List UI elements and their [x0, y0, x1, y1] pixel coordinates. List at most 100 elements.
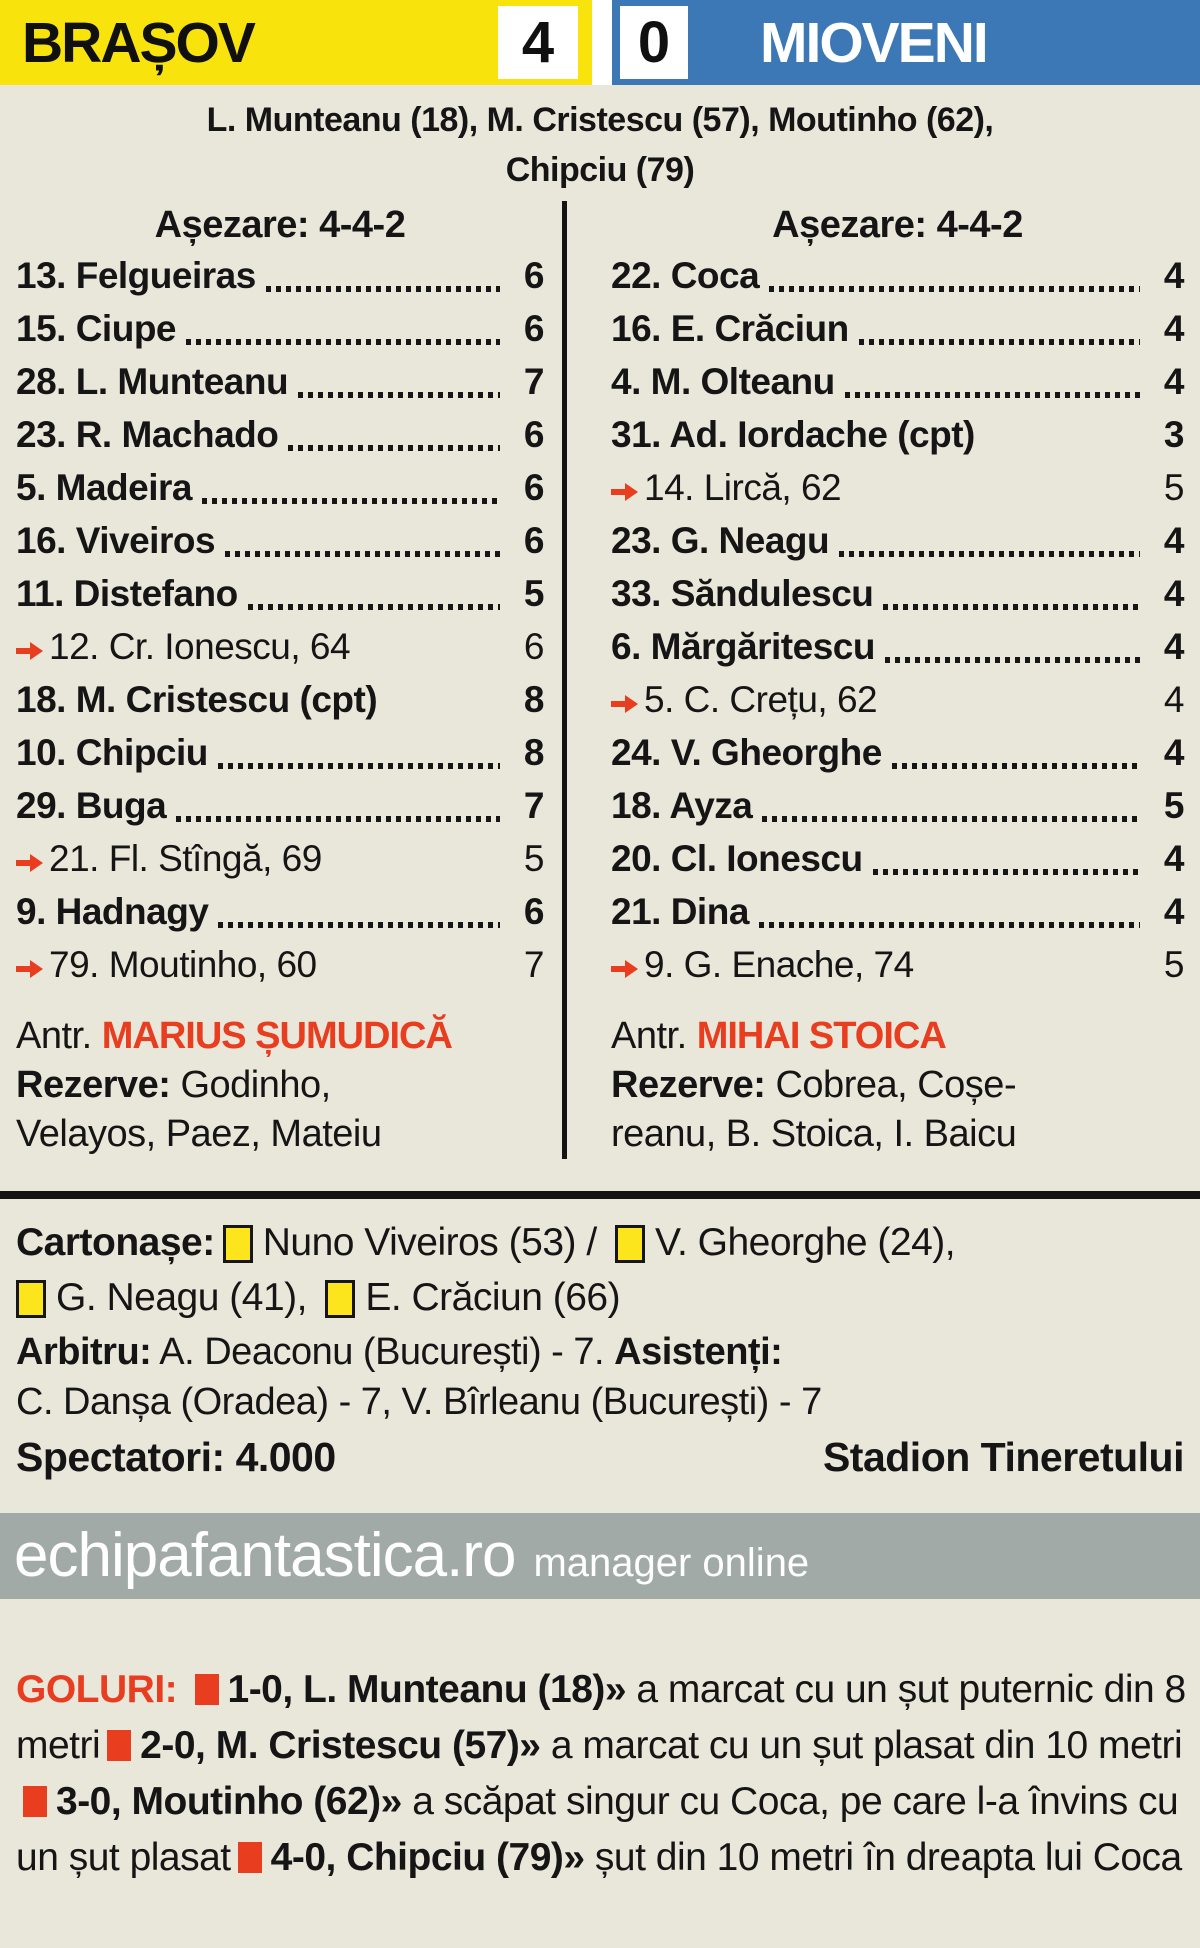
- substitution-arrow-icon: [611, 960, 638, 978]
- player-name: 10. Chipciu: [16, 732, 208, 773]
- reserves-line1: Cobrea, Coșe-: [775, 1064, 1017, 1106]
- substitution-arrow-icon: [16, 854, 43, 872]
- dotted-leader: [985, 445, 1140, 451]
- reserves-line2: Velayos, Paez, Mateiu: [16, 1113, 382, 1155]
- player-rating: 8: [523, 732, 545, 773]
- spectators-label: Spectatori:: [16, 1434, 225, 1480]
- section-divider-rule: [0, 1191, 1200, 1199]
- referee-name: A. Deaconu (București) - 7.: [159, 1331, 605, 1373]
- dotted-leader: [218, 922, 500, 928]
- player-rating: 4: [1163, 255, 1185, 296]
- player-row: 23. R. Machado 6: [16, 408, 545, 461]
- player-name: 16. E. Crăciun: [611, 308, 849, 349]
- player-rating: 7: [523, 785, 545, 826]
- goal-desc: a scăpat singur cu Coca, pe care l-a înv…: [16, 1780, 1179, 1879]
- goal-scorers-line2: Chipciu (79): [505, 151, 695, 189]
- goal-title: 4-0, Chipciu (79)»: [270, 1836, 585, 1879]
- coach-name: MARIUS ȘUMUDICĂ: [101, 1015, 453, 1057]
- away-reserves: Rezerve: Cobrea, Coșe-reanu, B. Stoica, …: [611, 1061, 1184, 1159]
- player-row: 24. V. Gheorghe 4: [611, 726, 1185, 779]
- player-name: 9. Hadnagy: [16, 891, 209, 932]
- reserves-label: Rezerve:: [16, 1064, 171, 1106]
- player-rating: 6: [523, 626, 545, 667]
- player-rating: 4: [1163, 626, 1185, 667]
- carded-player: V. Gheorghe (24),: [655, 1221, 956, 1264]
- spectators-count: 4.000: [235, 1434, 337, 1480]
- substitution-arrow-icon: [611, 695, 638, 713]
- dotted-leader: [844, 392, 1140, 398]
- player-name: 9. G. Enache, 74: [644, 944, 914, 985]
- promo-tagline: manager online: [533, 1541, 810, 1585]
- player-row: 20. Cl. Ionescu 4: [611, 832, 1185, 885]
- reserves-line1: Godinho,: [180, 1064, 331, 1106]
- lineups: Așezare: 4-4-2 13. Felgueiras 6 15. Ciupe…: [0, 195, 1200, 1179]
- dotted-leader: [883, 604, 1140, 610]
- card-separator: [307, 1276, 317, 1319]
- scoreboard-divider: [592, 0, 612, 85]
- player-name: 24. V. Gheorghe: [611, 732, 882, 773]
- player-rating: 7: [523, 361, 545, 402]
- goal-bullet-icon: [107, 1730, 132, 1761]
- goal-desc: a marcat cu un șut puternic din 8 metri: [16, 1668, 1186, 1767]
- substitute-row: 5. C. Crețu, 62 4: [611, 673, 1185, 726]
- dotted-leader: [217, 763, 500, 769]
- goal-scorers: L. Munteanu (18), M. Cristescu (57), Mou…: [0, 85, 1200, 195]
- home-reserves: Rezerve: Godinho, Velayos, Paez, Mateiu: [16, 1061, 544, 1159]
- player-row: 28. L. Munteanu 7: [16, 355, 545, 408]
- substitute-row: 9. G. Enache, 74 5: [611, 938, 1185, 991]
- away-coach: Antr. MIHAI STOICA: [611, 1011, 1184, 1061]
- player-name: 15. Ciupe: [16, 308, 177, 349]
- carded-player: E. Crăciun (66): [365, 1276, 621, 1319]
- player-name: 31. Ad. Iordache (cpt): [611, 414, 975, 455]
- stadium-name: Stadion Tineretului: [822, 1434, 1185, 1480]
- cards-section: Cartonașe: Nuno Viveiros (53) / V. Gheorg…: [0, 1199, 1200, 1325]
- player-row: 33. Săndulescu 4: [611, 567, 1185, 620]
- dotted-leader: [186, 339, 500, 345]
- player-name: 23. R. Machado: [16, 414, 279, 455]
- player-name: 12. Cr. Ionescu, 64: [49, 626, 351, 667]
- player-rating: 4: [1163, 732, 1185, 773]
- player-rating: 6: [523, 467, 545, 508]
- player-name: 13. Felgueiras: [16, 255, 256, 296]
- player-name: 23. G. Neagu: [611, 520, 830, 561]
- yellow-card-icon: [16, 1280, 46, 1318]
- player-rating: 7: [523, 944, 545, 985]
- player-row: 10. Chipciu 8: [16, 726, 545, 779]
- goal-bullet-icon: [23, 1786, 47, 1817]
- referee-label: Arbitru:: [16, 1331, 152, 1373]
- spectators: Spectatori: 4.000: [16, 1431, 336, 1483]
- player-row: 18. M. Cristescu (cpt) 8: [16, 673, 545, 726]
- goal-title: 3-0, Moutinho (62)»: [56, 1780, 402, 1823]
- player-row: 5. Madeira 6: [16, 461, 545, 514]
- player-row: 21. Dina 4: [611, 885, 1185, 938]
- player-name: 14. Lircă, 62: [644, 467, 842, 508]
- away-team-name: MIOVENI: [760, 10, 989, 75]
- player-rating: 6: [523, 308, 545, 349]
- dotted-leader: [839, 551, 1140, 557]
- yellow-card-icon: [222, 1225, 253, 1263]
- player-rating: 4: [1163, 891, 1185, 932]
- player-name: 28. L. Munteanu: [16, 361, 289, 402]
- player-rating: 5: [523, 838, 545, 879]
- home-lineup-column: Așezare: 4-4-2 13. Felgueiras 6 15. Ciupe…: [16, 201, 567, 1159]
- coach-label: Antr.: [611, 1015, 687, 1057]
- dotted-leader: [872, 869, 1140, 875]
- carded-player: Nuno Viveiros (53): [262, 1221, 577, 1264]
- goals-description: GOLURI: 1-0, L. Munteanu (18)» a marcat …: [0, 1638, 1200, 1886]
- promo-band: echipafantastica.ro manager online: [0, 1513, 1200, 1599]
- dotted-leader: [298, 392, 500, 398]
- goals-label: GOLURI:: [16, 1668, 178, 1711]
- home-team-panel: BRAȘOV 4: [0, 0, 592, 85]
- assistants-label: Asistenți:: [614, 1331, 783, 1373]
- goal-desc: șut din 10 metri în dreapta lui Coca: [594, 1836, 1182, 1879]
- home-formation: Așezare: 4-4-2: [154, 204, 406, 246]
- reserves-line2: reanu, B. Stoica, I. Baicu: [611, 1113, 1017, 1155]
- substitute-row: 14. Lircă, 62 5: [611, 461, 1185, 514]
- dotted-leader: [891, 763, 1140, 769]
- player-name: 18. M. Cristescu (cpt): [16, 679, 378, 720]
- dotted-leader: [176, 816, 500, 822]
- player-rating: 5: [1163, 785, 1185, 826]
- player-row: 29. Buga 7: [16, 779, 545, 832]
- player-rating: 6: [523, 255, 545, 296]
- home-score: 4: [498, 6, 578, 79]
